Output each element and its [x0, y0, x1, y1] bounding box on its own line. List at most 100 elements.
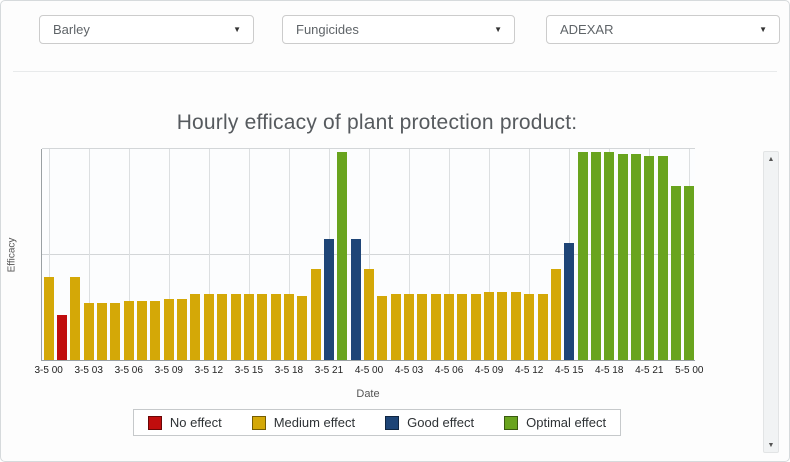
divider — [13, 71, 777, 72]
product-select-value: ADEXAR — [560, 22, 614, 37]
chart-title: Hourly efficacy of plant protection prod… — [176, 111, 578, 134]
bar-3-5-16 — [257, 294, 268, 360]
x-tick-label: 3-5 03 — [74, 365, 103, 376]
bar-5-5-00 — [684, 186, 695, 360]
bar-3-5-21 — [323, 239, 334, 360]
bar-4-5-13 — [537, 294, 548, 360]
vertical-scrollbar[interactable]: ▲ ▼ — [763, 151, 779, 453]
x-gridline — [128, 149, 130, 360]
x-tick-label: 4-5 00 — [354, 365, 384, 376]
bar-4-5-03 — [404, 294, 415, 360]
bar-3-5-14 — [230, 294, 241, 360]
x-gridline — [369, 149, 370, 360]
x-tick-label: 4-5 12 — [514, 365, 544, 376]
x-tick-label: 4-5 21 — [635, 365, 664, 376]
bar-4-5-20 — [630, 154, 641, 360]
bar-3-5-20 — [310, 268, 321, 360]
bar-4-5-17 — [590, 152, 601, 360]
x-gridline — [449, 149, 451, 360]
x-tick-label: 3-5 06 — [114, 365, 143, 376]
bar-4-5-12 — [524, 294, 535, 360]
x-gridline — [208, 149, 210, 360]
x-tick-label: 5-5 00 — [675, 365, 704, 376]
plot-area: 3-5 00 3-5 03 3-5 06 3-5 09 3-5 12 3-5 15 3-5 … — [34, 148, 703, 376]
bar-3-5-03 — [83, 302, 94, 360]
medium-effect-swatch-icon — [251, 415, 266, 430]
bar-4-5-15 — [564, 243, 575, 360]
legend-wrap: No effect Medium effect Good effect Optimal… — [1, 409, 753, 436]
bar-3-5-02 — [70, 277, 81, 360]
bar-3-5-10 — [177, 298, 188, 360]
crop-select[interactable]: Barley ▼ — [39, 15, 254, 44]
bar-4-5-08 — [470, 294, 481, 360]
bar-4-5-22 — [657, 156, 668, 360]
bar-4-5-06 — [444, 294, 455, 360]
bar-3-5-23 — [350, 239, 361, 360]
bar-3-5-12 — [203, 294, 214, 360]
x-tick-label: 3-5 18 — [274, 365, 304, 376]
bar-3-5-11 — [190, 294, 201, 360]
bar-4-5-21 — [644, 156, 655, 360]
legend-label: Optimal effect — [526, 415, 607, 430]
chevron-down-icon: ▼ — [233, 24, 241, 34]
x-tick-label: 4-5 15 — [555, 365, 584, 376]
x-gridline — [248, 149, 250, 360]
x-gridline — [168, 149, 170, 360]
bar-3-5-06 — [123, 300, 134, 360]
bar-3-5-18 — [283, 294, 294, 360]
bar-3-5-00 — [43, 277, 54, 360]
x-gridline — [409, 149, 411, 360]
bar-4-5-02 — [390, 294, 401, 360]
x-tick-label: 3-5 15 — [234, 365, 264, 376]
bar-4-5-05 — [430, 294, 441, 360]
x-gridline — [288, 149, 290, 360]
no-effect-swatch-icon — [147, 415, 162, 430]
x-tick-label: 3-5 00 — [34, 365, 63, 376]
bar-4-5-18 — [604, 152, 615, 360]
bar-3-5-05 — [110, 302, 121, 360]
bar-3-5-09 — [163, 298, 174, 360]
bar-4-5-00 — [364, 268, 374, 360]
x-tick-label: 4-5 03 — [394, 365, 424, 376]
bar-3-5-22 — [337, 152, 348, 360]
x-tick-label: 3-5 09 — [154, 365, 183, 376]
bar-3-5-19 — [297, 296, 308, 360]
bar-3-5-04 — [97, 302, 108, 360]
scroll-down-icon[interactable]: ▼ — [767, 441, 775, 449]
good-effect-swatch-icon — [385, 415, 400, 430]
x-tick-label: 4-5 09 — [474, 365, 504, 376]
bar-4-5-23 — [670, 186, 681, 360]
legend-item-no-effect[interactable]: No effect — [147, 415, 222, 430]
bar-4-5-16 — [577, 152, 588, 360]
x-tick-label: 4-5 18 — [595, 365, 624, 376]
bar-4-5-14 — [550, 268, 561, 360]
product-select[interactable]: ADEXAR ▼ — [546, 15, 780, 44]
legend-label: Good effect — [407, 415, 475, 430]
bar-3-5-15 — [243, 294, 254, 360]
chevron-down-icon: ▼ — [759, 24, 767, 34]
x-gridline — [88, 149, 90, 360]
bar-3-5-08 — [150, 300, 161, 360]
bar-4-5-07 — [457, 294, 468, 360]
optimal-effect-swatch-icon — [504, 415, 519, 430]
y-gridline — [42, 148, 695, 149]
bar-4-5-04 — [417, 294, 428, 360]
x-tick-label: 4-5 06 — [434, 365, 464, 376]
chevron-down-icon: ▼ — [494, 24, 502, 34]
legend-item-optimal-effect[interactable]: Optimal effect — [504, 415, 606, 430]
bar-4-5-09 — [484, 292, 495, 360]
x-axis-label: Date — [356, 388, 380, 400]
bar-4-5-10 — [497, 292, 508, 360]
legend-item-medium-effect[interactable]: Medium effect — [251, 415, 355, 430]
y-gridline — [42, 254, 695, 255]
legend-label: No effect — [169, 415, 222, 430]
scroll-up-icon[interactable]: ▲ — [767, 155, 775, 163]
bar-3-5-07 — [137, 300, 148, 360]
crop-select-value: Barley — [53, 22, 90, 37]
bar-4-5-19 — [617, 154, 628, 360]
category-select[interactable]: Fungicides ▼ — [282, 15, 515, 44]
bar-4-5-11 — [510, 292, 521, 360]
legend-item-good-effect[interactable]: Good effect — [385, 415, 474, 430]
bar-3-5-13 — [217, 294, 228, 360]
chart-legend: No effect Medium effect Good effect Optimal… — [132, 409, 622, 436]
